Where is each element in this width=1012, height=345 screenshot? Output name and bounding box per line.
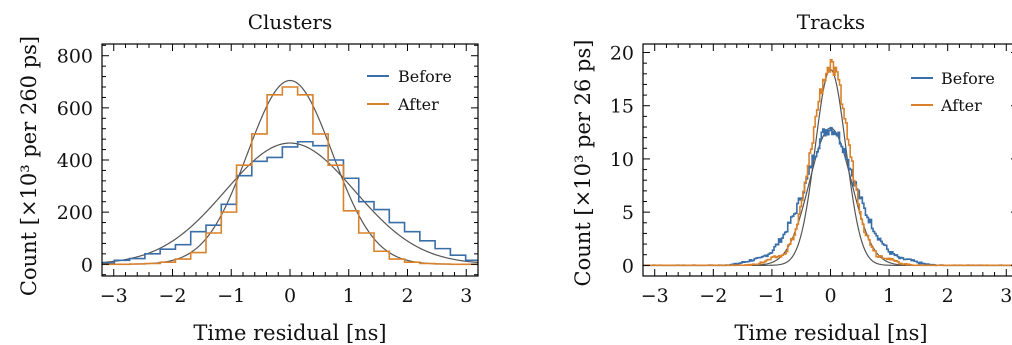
tracks-y-axis-label: Count [×10³ per 26 ps] [571,40,595,287]
tracks-legend-before-label: Before [941,69,995,88]
clusters-y-tick-label: 800 [57,46,93,68]
clusters-series-layer [102,79,478,266]
clusters-title: Clusters [248,10,333,34]
clusters-y-tick-label: 600 [57,98,93,120]
clusters-y-tick-label: 200 [57,202,93,224]
tracks-panel: Tracks −3 −2 −1 0 1 2 3 0 5 10 15 20 Time residual … [571,10,1012,345]
clusters-y-tick-label: 400 [57,150,93,172]
clusters-x-tick-label: −1 [217,285,245,307]
tracks-series-after [643,58,1012,267]
tracks-x-tick-label: 3 [1000,285,1012,307]
tracks-x-tick-label: −1 [758,285,786,307]
clusters-legend: Before After [367,67,452,114]
tracks-y-tick-label: 15 [610,96,634,118]
tracks-x-tick-label: 1 [883,285,895,307]
clusters-series-after [102,86,478,266]
clusters-y-axis-label: Count [×10³ per 260 ps] [17,36,41,296]
clusters-panel: Clusters −3 −2 −1 0 1 2 3 0 200 400 600 800 Time re… [17,10,479,345]
tracks-fit-curve-1 [643,127,1012,266]
tracks-y-tick-label: 5 [622,202,634,224]
clusters-fit-curve-1 [102,142,478,264]
clusters-x-tick-label: 0 [284,285,296,307]
clusters-x-tick-label: −2 [158,285,186,307]
tracks-x-tick-label: 0 [824,285,836,307]
clusters-x-tick-label: 2 [401,285,413,307]
tracks-series-layer [643,58,1012,267]
tracks-y-tick-label: 10 [610,149,634,171]
tracks-y-tick-label: 20 [610,43,634,65]
clusters-x-tick-label: 1 [343,285,355,307]
tracks-x-tick-label: −2 [699,285,727,307]
tracks-title: Tracks [797,10,865,34]
tracks-x-tick-label: 2 [942,285,954,307]
clusters-legend-after-label: After [397,95,439,114]
clusters-series-before [102,140,478,265]
tracks-plot-area: −3 −2 −1 0 1 2 3 0 5 10 15 20 [610,43,1012,307]
tracks-legend-after-label: After [940,96,982,115]
clusters-plot-area: −3 −2 −1 0 1 2 3 0 200 400 600 800 [57,43,479,307]
clusters-x-tick-label: −3 [100,285,128,307]
tracks-legend: Before After [911,69,995,115]
tracks-series-before [643,126,1012,267]
clusters-x-axis-label: Time residual [ns] [193,321,386,345]
tracks-y-tick-label: 0 [622,255,634,277]
tracks-x-tick-label: −3 [641,285,669,307]
clusters-x-tick-label: 3 [460,285,472,307]
clusters-legend-before-label: Before [398,67,452,86]
clusters-y-tick-label: 0 [81,254,93,276]
tracks-x-axis-label: Time residual [ns] [734,321,927,345]
